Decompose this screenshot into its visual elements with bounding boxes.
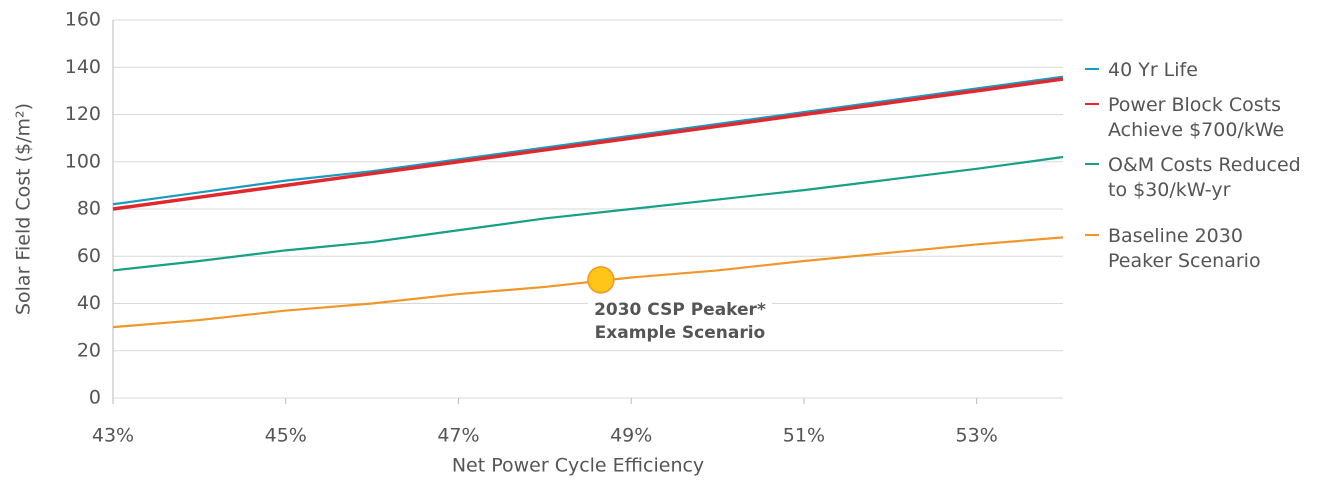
legend-label: Baseline 2030 Peaker Scenario [1108, 225, 1261, 272]
legend-label: O&M Costs Reduced to $30/kW-yr [1108, 154, 1301, 201]
legend-label: 40 Yr Life [1108, 59, 1198, 81]
y-tick-label: 160 [65, 9, 101, 31]
x-axis-label: Net Power Cycle Efficiency [452, 455, 704, 477]
y-tick-label: 100 [65, 150, 101, 172]
line-series [112, 75, 1064, 206]
x-tick-label: 53% [956, 425, 998, 447]
y-tick-label: 60 [77, 245, 101, 267]
x-tick-label: 43% [92, 425, 134, 447]
line-series [112, 155, 1064, 272]
annotation: 2030 CSP Peaker* Example Scenario [588, 298, 772, 345]
y-tick-label: 140 [65, 56, 101, 78]
line-series [112, 77, 1064, 211]
y-tick-label: 20 [77, 339, 101, 361]
x-tick-label: 51% [783, 425, 825, 447]
x-tick-label: 45% [265, 425, 307, 447]
y-tick-label: 80 [77, 198, 101, 220]
legend-label: Power Block Costs Achieve $700/kWe [1108, 94, 1285, 141]
y-tick-label: 0 [89, 387, 101, 409]
highlight-point [587, 266, 615, 294]
y-tick-label: 40 [77, 292, 101, 314]
x-tick-label: 47% [437, 425, 479, 447]
y-axis-label: Solar Field Cost ($/m²) [13, 103, 35, 315]
x-tick-label: 49% [610, 425, 652, 447]
y-tick-label: 120 [65, 103, 101, 125]
